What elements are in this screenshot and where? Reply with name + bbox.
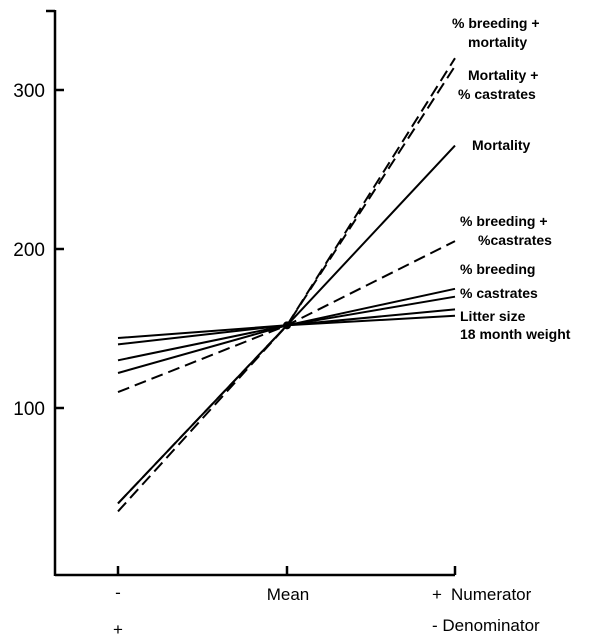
axes — [53, 10, 455, 577]
series-label-1-1: % castrates — [458, 86, 536, 102]
x-label-denominator: - Denominator — [432, 616, 540, 635]
series-label-6-0: Litter size — [460, 308, 526, 324]
x-label-plus: + — [432, 585, 442, 604]
x-label-plus-row2: + — [113, 620, 123, 639]
mean-point — [283, 321, 291, 330]
series-label-5-0: % castrates — [460, 285, 538, 301]
series-label-4-0: % breeding — [460, 261, 535, 277]
series-line-breeding-mortality — [117, 57, 456, 513]
series-label-2-0: Mortality — [472, 137, 531, 153]
x-ticks — [116, 566, 457, 575]
series-lines — [117, 57, 456, 513]
series-labels: % breeding + mortality Mortality + % castra… — [452, 15, 571, 342]
x-label-mean: Mean — [267, 585, 310, 604]
y-ticks: 100 200 300 — [13, 9, 64, 420]
series-label-3-1: %castrates — [478, 232, 552, 248]
x-label-minus: - — [115, 583, 121, 602]
y-tick-label-300: 300 — [13, 81, 45, 102]
series-label-0-1: mortality — [468, 34, 527, 50]
x-label-numerator: Numerator — [451, 585, 532, 604]
series-label-1-0: Mortality + — [468, 67, 538, 83]
y-tick-label-200: 200 — [13, 240, 45, 261]
y-tick-label-100: 100 — [13, 399, 45, 420]
category-labels: - + Mean + Numerator - Denominator — [113, 583, 540, 639]
series-label-0-0: % breeding + — [452, 15, 540, 31]
series-line-breeding — [117, 287, 456, 374]
series-line-breeding-castrates — [117, 240, 456, 394]
series-line-mortality-castrates — [117, 65, 456, 505]
series-label-3-0: % breeding + — [460, 213, 548, 229]
series-label-6-1: 18 month weight — [460, 326, 571, 342]
